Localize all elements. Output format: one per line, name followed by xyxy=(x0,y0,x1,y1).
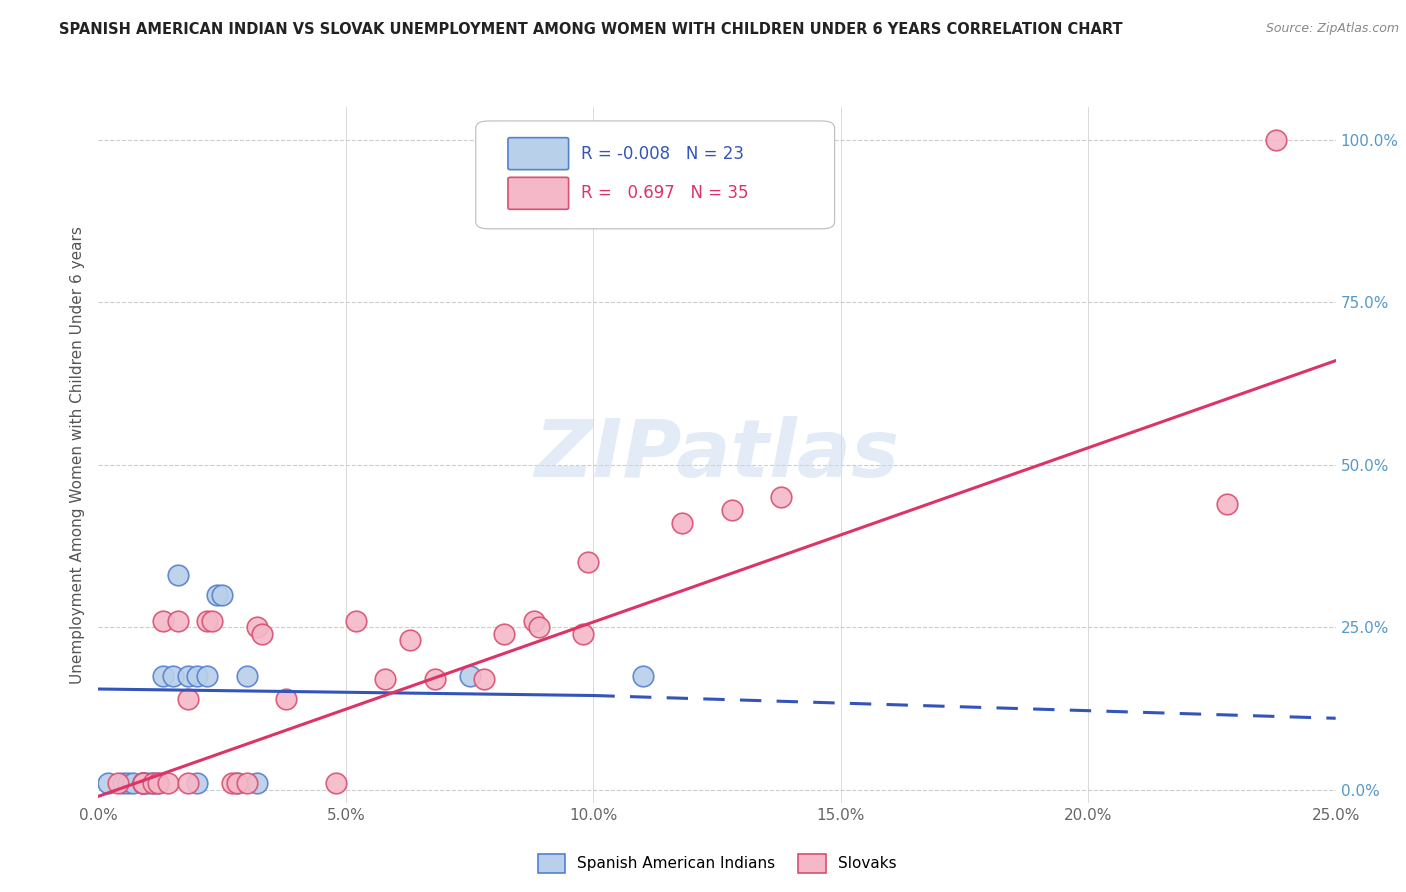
Point xyxy=(166,568,188,582)
Point xyxy=(132,776,155,790)
Point xyxy=(146,776,169,790)
Point xyxy=(107,776,129,790)
Point xyxy=(112,776,135,790)
Point xyxy=(226,776,249,790)
Point xyxy=(458,669,481,683)
Point xyxy=(221,776,243,790)
Point xyxy=(399,633,422,648)
Point xyxy=(117,776,139,790)
Point xyxy=(671,516,693,531)
Point xyxy=(211,588,233,602)
Point xyxy=(132,776,155,790)
Point xyxy=(276,691,298,706)
Point xyxy=(142,776,165,790)
Point xyxy=(423,672,446,686)
Point xyxy=(250,626,273,640)
Y-axis label: Unemployment Among Women with Children Under 6 years: Unemployment Among Women with Children U… xyxy=(70,226,86,684)
Point xyxy=(166,614,188,628)
Text: SPANISH AMERICAN INDIAN VS SLOVAK UNEMPLOYMENT AMONG WOMEN WITH CHILDREN UNDER 6: SPANISH AMERICAN INDIAN VS SLOVAK UNEMPL… xyxy=(59,22,1122,37)
Point xyxy=(1265,132,1288,146)
FancyBboxPatch shape xyxy=(508,137,568,169)
Point xyxy=(344,614,367,628)
Point xyxy=(186,669,208,683)
Point xyxy=(201,614,224,628)
Point xyxy=(721,503,744,517)
Point xyxy=(176,669,198,683)
Point xyxy=(146,776,169,790)
Point xyxy=(176,776,198,790)
Point xyxy=(226,776,249,790)
FancyBboxPatch shape xyxy=(508,178,568,210)
Point xyxy=(374,672,396,686)
Point xyxy=(494,626,516,640)
Point xyxy=(152,669,174,683)
Point xyxy=(132,776,155,790)
Point xyxy=(195,669,218,683)
Point xyxy=(1216,497,1239,511)
Point xyxy=(576,555,599,569)
Legend: Spanish American Indians, Slovaks: Spanish American Indians, Slovaks xyxy=(531,847,903,879)
Text: ZIPatlas: ZIPatlas xyxy=(534,416,900,494)
Text: R = -0.008   N = 23: R = -0.008 N = 23 xyxy=(581,145,744,162)
Point xyxy=(152,614,174,628)
Point xyxy=(631,669,654,683)
Point xyxy=(236,776,259,790)
Point xyxy=(246,776,269,790)
Point xyxy=(474,672,496,686)
Point xyxy=(142,776,165,790)
Point xyxy=(572,626,595,640)
Text: R =   0.697   N = 35: R = 0.697 N = 35 xyxy=(581,184,748,202)
Point xyxy=(136,776,159,790)
Point xyxy=(236,669,259,683)
Point xyxy=(195,614,218,628)
Point xyxy=(132,776,155,790)
Point xyxy=(176,691,198,706)
Point xyxy=(97,776,120,790)
FancyBboxPatch shape xyxy=(475,121,835,229)
Point xyxy=(205,588,228,602)
Point xyxy=(162,669,184,683)
Point xyxy=(122,776,145,790)
Point xyxy=(186,776,208,790)
Point xyxy=(132,776,155,790)
Point xyxy=(523,614,546,628)
Point xyxy=(246,620,269,634)
Point xyxy=(156,776,179,790)
Point xyxy=(325,776,347,790)
Point xyxy=(527,620,550,634)
Text: Source: ZipAtlas.com: Source: ZipAtlas.com xyxy=(1265,22,1399,36)
Point xyxy=(770,490,793,504)
